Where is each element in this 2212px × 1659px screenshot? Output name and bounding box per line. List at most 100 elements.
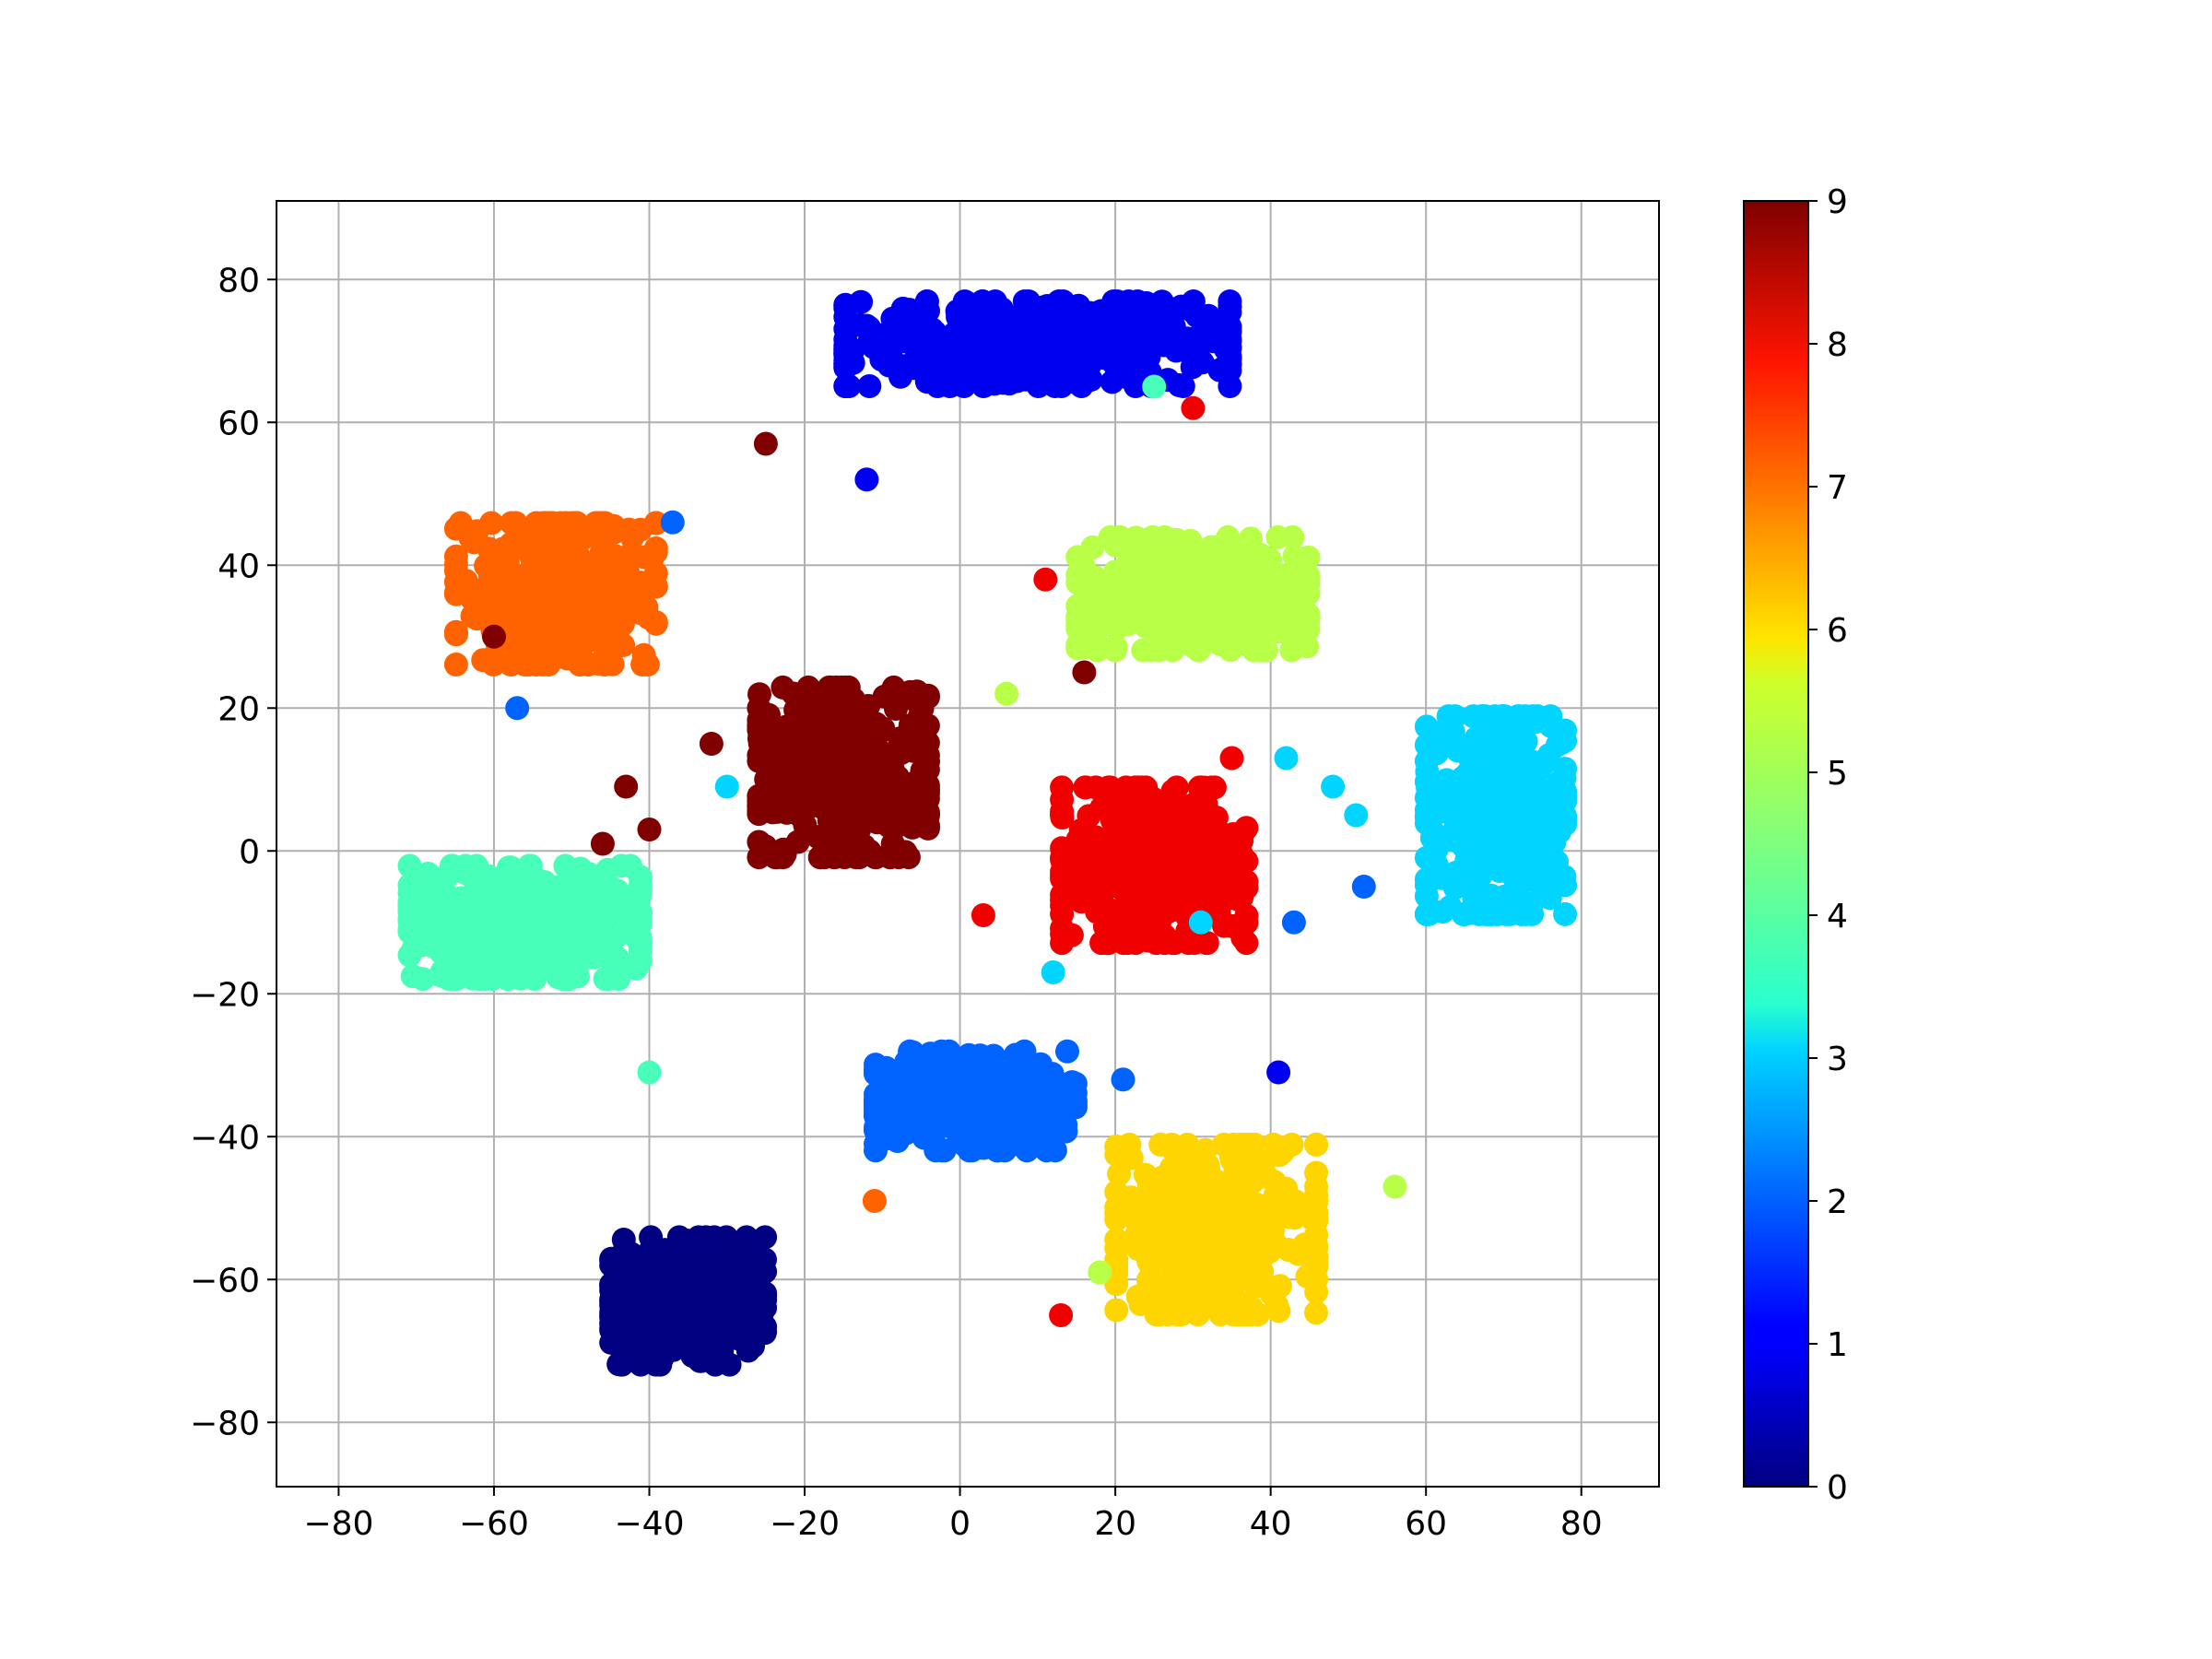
- scatter-point: [833, 374, 858, 398]
- scatter-point: [1127, 833, 1152, 858]
- scatter-point: [1414, 748, 1439, 773]
- scatter-point: [904, 679, 929, 704]
- scatter-point: [1123, 775, 1147, 800]
- scatter-point: [1200, 1174, 1225, 1199]
- scatter-point: [816, 705, 841, 730]
- scatter-point: [1304, 1300, 1328, 1325]
- scatter-point: [785, 830, 810, 854]
- scatter-point: [1296, 608, 1321, 632]
- scatter-point: [397, 853, 422, 878]
- scatter-point: [1143, 1220, 1168, 1244]
- scatter-point: [1424, 853, 1449, 877]
- scatter-point: [1103, 815, 1128, 840]
- scatter-point: [557, 967, 582, 992]
- scatter-point: [1142, 374, 1167, 399]
- colorbar-tick-label: 0: [1827, 1469, 1848, 1507]
- scatter-point: [637, 1060, 662, 1085]
- scatter-point: [817, 808, 841, 833]
- scatter-point: [958, 1063, 982, 1088]
- scatter-point: [477, 536, 501, 561]
- scatter-point: [1436, 704, 1461, 729]
- scatter-point: [1248, 638, 1273, 663]
- scatter-point: [1176, 931, 1201, 956]
- y-tick-label: 80: [218, 262, 260, 300]
- scatter-point: [1506, 757, 1531, 781]
- scatter-point: [1280, 524, 1305, 549]
- scatter-point: [1553, 783, 1578, 808]
- scatter-point: [860, 777, 885, 802]
- y-tick-label: 60: [218, 405, 260, 442]
- scatter-point: [1292, 1232, 1317, 1257]
- scatter-point: [779, 714, 804, 739]
- y-tick-label: 0: [239, 833, 260, 871]
- scatter-point: [1277, 606, 1301, 630]
- scatter-point: [1103, 638, 1127, 663]
- scatter-point: [1055, 1039, 1079, 1064]
- scatter-point: [886, 802, 910, 827]
- scatter-point: [1304, 1255, 1329, 1280]
- scatter-point: [1052, 863, 1077, 888]
- scatter-point: [1414, 714, 1439, 739]
- scatter-point: [915, 786, 940, 811]
- scatter-point: [1174, 1280, 1199, 1305]
- scatter-point: [1218, 319, 1242, 344]
- scatter-point: [523, 869, 547, 894]
- scatter-point: [1218, 289, 1242, 313]
- scatter-point: [1104, 1228, 1129, 1252]
- scatter-point: [1148, 591, 1173, 616]
- scatter-point: [833, 341, 858, 366]
- scatter-point: [1464, 726, 1488, 751]
- scatter-points: [397, 289, 1578, 1377]
- scatter-point: [1235, 1256, 1259, 1281]
- scatter-point: [747, 718, 771, 743]
- scatter-point: [866, 797, 891, 822]
- scatter-point: [618, 853, 642, 878]
- scatter-point: [990, 1055, 1015, 1080]
- colorbar-ticks: 0 1 2 3 4 5 6 7 8 9: [1808, 183, 1848, 1507]
- scatter-point: [480, 590, 504, 615]
- scatter-point: [1060, 1070, 1085, 1095]
- scatter-point: [1119, 1185, 1144, 1210]
- scatter-point: [1079, 890, 1104, 915]
- scatter-point: [918, 1041, 943, 1066]
- scatter-point: [438, 967, 463, 992]
- scatter-point: [527, 618, 551, 642]
- scatter-point: [1042, 1138, 1067, 1163]
- scatter-point: [1510, 803, 1535, 828]
- scatter-point: [893, 329, 917, 354]
- scatter-point: [1182, 831, 1207, 855]
- colorbar-tick-label: 8: [1827, 326, 1848, 364]
- scatter-point: [1005, 369, 1030, 394]
- scatter-point: [1049, 1303, 1074, 1327]
- scatter-point: [1447, 862, 1472, 887]
- scatter-point: [1050, 888, 1075, 912]
- scatter-point: [523, 967, 547, 992]
- scatter-point: [600, 652, 625, 677]
- scatter-point: [1211, 1132, 1236, 1157]
- scatter-point: [1104, 616, 1129, 641]
- scatter-point: [924, 1138, 948, 1163]
- scatter-point: [400, 964, 425, 989]
- scatter-point: [971, 903, 995, 927]
- x-tick-label: 40: [1250, 1505, 1292, 1543]
- scatter-point: [699, 732, 724, 756]
- scatter-point: [1234, 931, 1259, 956]
- scatter-point: [443, 622, 468, 647]
- scatter-point: [1049, 374, 1074, 398]
- scatter-point: [864, 1057, 888, 1082]
- scatter-point: [486, 570, 511, 594]
- scatter-point: [1382, 1174, 1407, 1199]
- scatter-point: [1437, 771, 1462, 795]
- scatter-point: [482, 624, 506, 649]
- colorbar-tick-label: 3: [1827, 1041, 1848, 1078]
- scatter-point: [1416, 810, 1441, 835]
- scatter-point: [624, 956, 649, 981]
- scatter-point: [1296, 566, 1321, 591]
- scatter-point: [1463, 802, 1488, 827]
- scatter-point: [1234, 816, 1259, 841]
- scatter-point: [397, 943, 422, 968]
- scatter-point: [443, 552, 468, 577]
- scatter-point: [1414, 901, 1439, 926]
- x-tick-label: 20: [1094, 1505, 1136, 1543]
- scatter-point: [1035, 294, 1060, 318]
